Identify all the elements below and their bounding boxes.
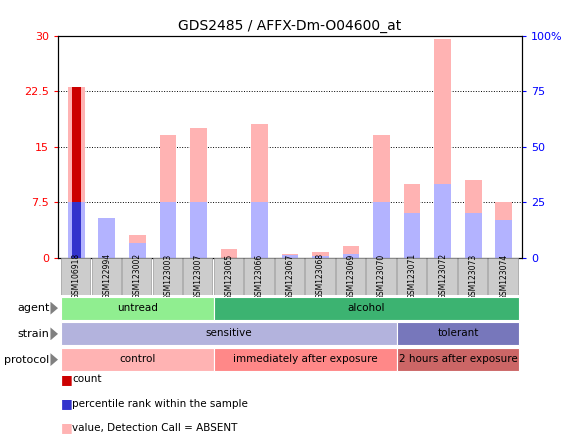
Text: percentile rank within the sample: percentile rank within the sample: [72, 399, 248, 408]
Bar: [465, 213, 481, 258]
Bar: [312, 252, 329, 258]
Text: GSM123068: GSM123068: [316, 254, 325, 299]
Bar: [251, 124, 268, 258]
Text: GSM123071: GSM123071: [408, 254, 416, 299]
Title: GDS2485 / AFFX-Dm-O04600_at: GDS2485 / AFFX-Dm-O04600_at: [179, 19, 401, 33]
Text: control: control: [119, 354, 155, 364]
Bar: [367, 258, 396, 294]
Bar: [458, 258, 487, 294]
Bar: [68, 202, 85, 258]
Text: GSM123070: GSM123070: [377, 253, 386, 300]
Bar: [129, 243, 146, 258]
Text: GSM123002: GSM123002: [133, 254, 142, 299]
Bar: [61, 297, 213, 320]
Bar: [404, 183, 420, 258]
Bar: [336, 258, 365, 294]
Bar: [343, 254, 360, 258]
Bar: [72, 202, 81, 258]
Text: count: count: [72, 374, 102, 384]
Bar: [427, 258, 456, 294]
Bar: [61, 322, 397, 345]
Bar: [275, 258, 304, 294]
Text: GSM123067: GSM123067: [285, 253, 295, 300]
Text: strain: strain: [17, 329, 49, 339]
Text: GSM123065: GSM123065: [224, 253, 233, 300]
Text: GSM106918: GSM106918: [72, 254, 81, 299]
Bar: [72, 87, 81, 258]
Bar: [373, 202, 390, 258]
Bar: [92, 258, 121, 294]
Text: 2 hours after exposure: 2 hours after exposure: [398, 354, 517, 364]
Bar: [373, 135, 390, 258]
Bar: [282, 255, 298, 258]
Bar: [282, 254, 298, 258]
Bar: [129, 235, 146, 258]
Text: agent: agent: [17, 303, 49, 313]
Bar: [397, 322, 519, 345]
Bar: [305, 258, 335, 294]
Text: value, Detection Call = ABSENT: value, Detection Call = ABSENT: [72, 423, 238, 433]
Text: ■: ■: [61, 397, 72, 410]
Bar: [160, 135, 176, 258]
Bar: [434, 184, 451, 258]
Bar: [465, 180, 481, 258]
Bar: [434, 39, 451, 258]
Bar: [397, 258, 426, 294]
Polygon shape: [50, 328, 58, 341]
Bar: [312, 257, 329, 258]
Bar: [495, 202, 512, 258]
Bar: [488, 258, 518, 294]
Bar: [495, 220, 512, 258]
Bar: [122, 258, 151, 294]
Polygon shape: [50, 302, 58, 314]
Bar: [190, 202, 207, 258]
Text: sensitive: sensitive: [206, 329, 252, 338]
Text: GSM123003: GSM123003: [164, 253, 172, 300]
Bar: [213, 258, 243, 294]
Bar: [160, 202, 176, 258]
Bar: [153, 258, 182, 294]
Bar: [61, 348, 213, 371]
Text: GSM123007: GSM123007: [194, 253, 203, 300]
Bar: [99, 224, 115, 258]
Bar: [190, 128, 207, 258]
Text: GSM122994: GSM122994: [102, 254, 111, 299]
Text: ■: ■: [61, 421, 72, 435]
Bar: [343, 246, 360, 258]
Bar: [244, 258, 274, 294]
Bar: [251, 202, 268, 258]
Bar: [404, 213, 420, 258]
Text: GSM123072: GSM123072: [438, 254, 447, 299]
Bar: [99, 218, 115, 258]
Bar: [220, 249, 237, 258]
Text: GSM123073: GSM123073: [469, 253, 478, 300]
Text: untread: untread: [117, 303, 158, 313]
Bar: [397, 348, 519, 371]
Text: alcohol: alcohol: [347, 303, 385, 313]
Text: tolerant: tolerant: [437, 329, 478, 338]
Polygon shape: [50, 353, 58, 366]
Bar: [61, 258, 90, 294]
Text: protocol: protocol: [4, 355, 49, 365]
Text: GSM123069: GSM123069: [347, 253, 356, 300]
Text: GSM123066: GSM123066: [255, 253, 264, 300]
Bar: [213, 297, 519, 320]
Text: ■: ■: [61, 373, 72, 386]
Text: GSM123074: GSM123074: [499, 253, 508, 300]
Text: immediately after exposure: immediately after exposure: [233, 354, 378, 364]
Bar: [183, 258, 212, 294]
Bar: [68, 87, 85, 258]
Bar: [213, 348, 397, 371]
